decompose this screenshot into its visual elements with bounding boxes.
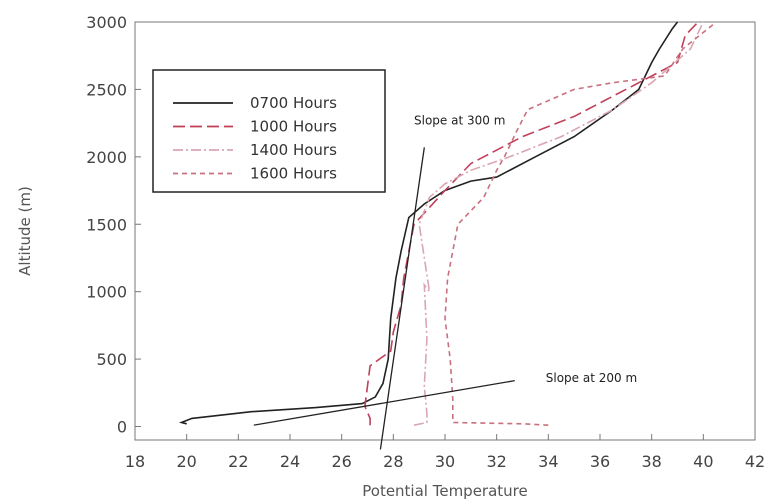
- x-tick-label: 42: [745, 452, 765, 471]
- y-tick-label: 2500: [86, 80, 127, 99]
- x-tick-label: 20: [176, 452, 196, 471]
- legend-label-3: 1400 Hours: [250, 141, 337, 159]
- x-axis: 18 20 22 24 26 28 30 32 34 36 38 40 42: [125, 434, 765, 471]
- annotations: Slope at 300 m Slope at 200 m: [253, 113, 637, 450]
- x-tick-label: 36: [590, 452, 610, 471]
- slope-line-1: [379, 147, 425, 450]
- legend-label-4: 1600 Hours: [250, 165, 337, 183]
- legend-label-1: 0700 Hours: [250, 94, 337, 112]
- y-tick-label: 1000: [86, 283, 127, 302]
- legend-label-2: 1000 Hours: [250, 118, 337, 136]
- x-axis-label: Potential Temperature: [362, 482, 528, 500]
- y-axis-label: Altitude (m): [16, 186, 34, 276]
- series-group: [178, 21, 717, 426]
- annotation-label-1: Slope at 300 m: [414, 113, 505, 127]
- y-tick-label: 3000: [86, 13, 127, 32]
- series-line-3: [413, 21, 705, 426]
- x-tick-label: 30: [435, 452, 455, 471]
- series-line-2: [364, 21, 699, 426]
- y-axis: 0 500 1000 1500 2000 2500 3000: [86, 13, 141, 437]
- annotation-label-2: Slope at 200 m: [546, 371, 637, 385]
- series-line-1: [178, 21, 679, 425]
- y-tick-label: 500: [96, 350, 127, 369]
- series-line-4: [444, 21, 717, 426]
- slope-line-2: [253, 380, 515, 426]
- x-tick-label: 38: [641, 452, 661, 471]
- x-tick-label: 22: [228, 452, 248, 471]
- y-tick-label: 1500: [86, 215, 127, 234]
- y-tick-label: 0: [117, 418, 127, 437]
- x-tick-label: 18: [125, 452, 145, 471]
- x-tick-label: 26: [331, 452, 351, 471]
- legend: 0700 Hours 1000 Hours 1400 Hours 1600 Hours: [152, 69, 386, 193]
- y-tick-label: 2000: [86, 148, 127, 167]
- x-tick-label: 40: [693, 452, 713, 471]
- x-tick-label: 34: [538, 452, 558, 471]
- x-tick-label: 28: [383, 452, 403, 471]
- legend-box: [152, 69, 386, 193]
- x-tick-label: 24: [280, 452, 300, 471]
- x-tick-label: 32: [486, 452, 506, 471]
